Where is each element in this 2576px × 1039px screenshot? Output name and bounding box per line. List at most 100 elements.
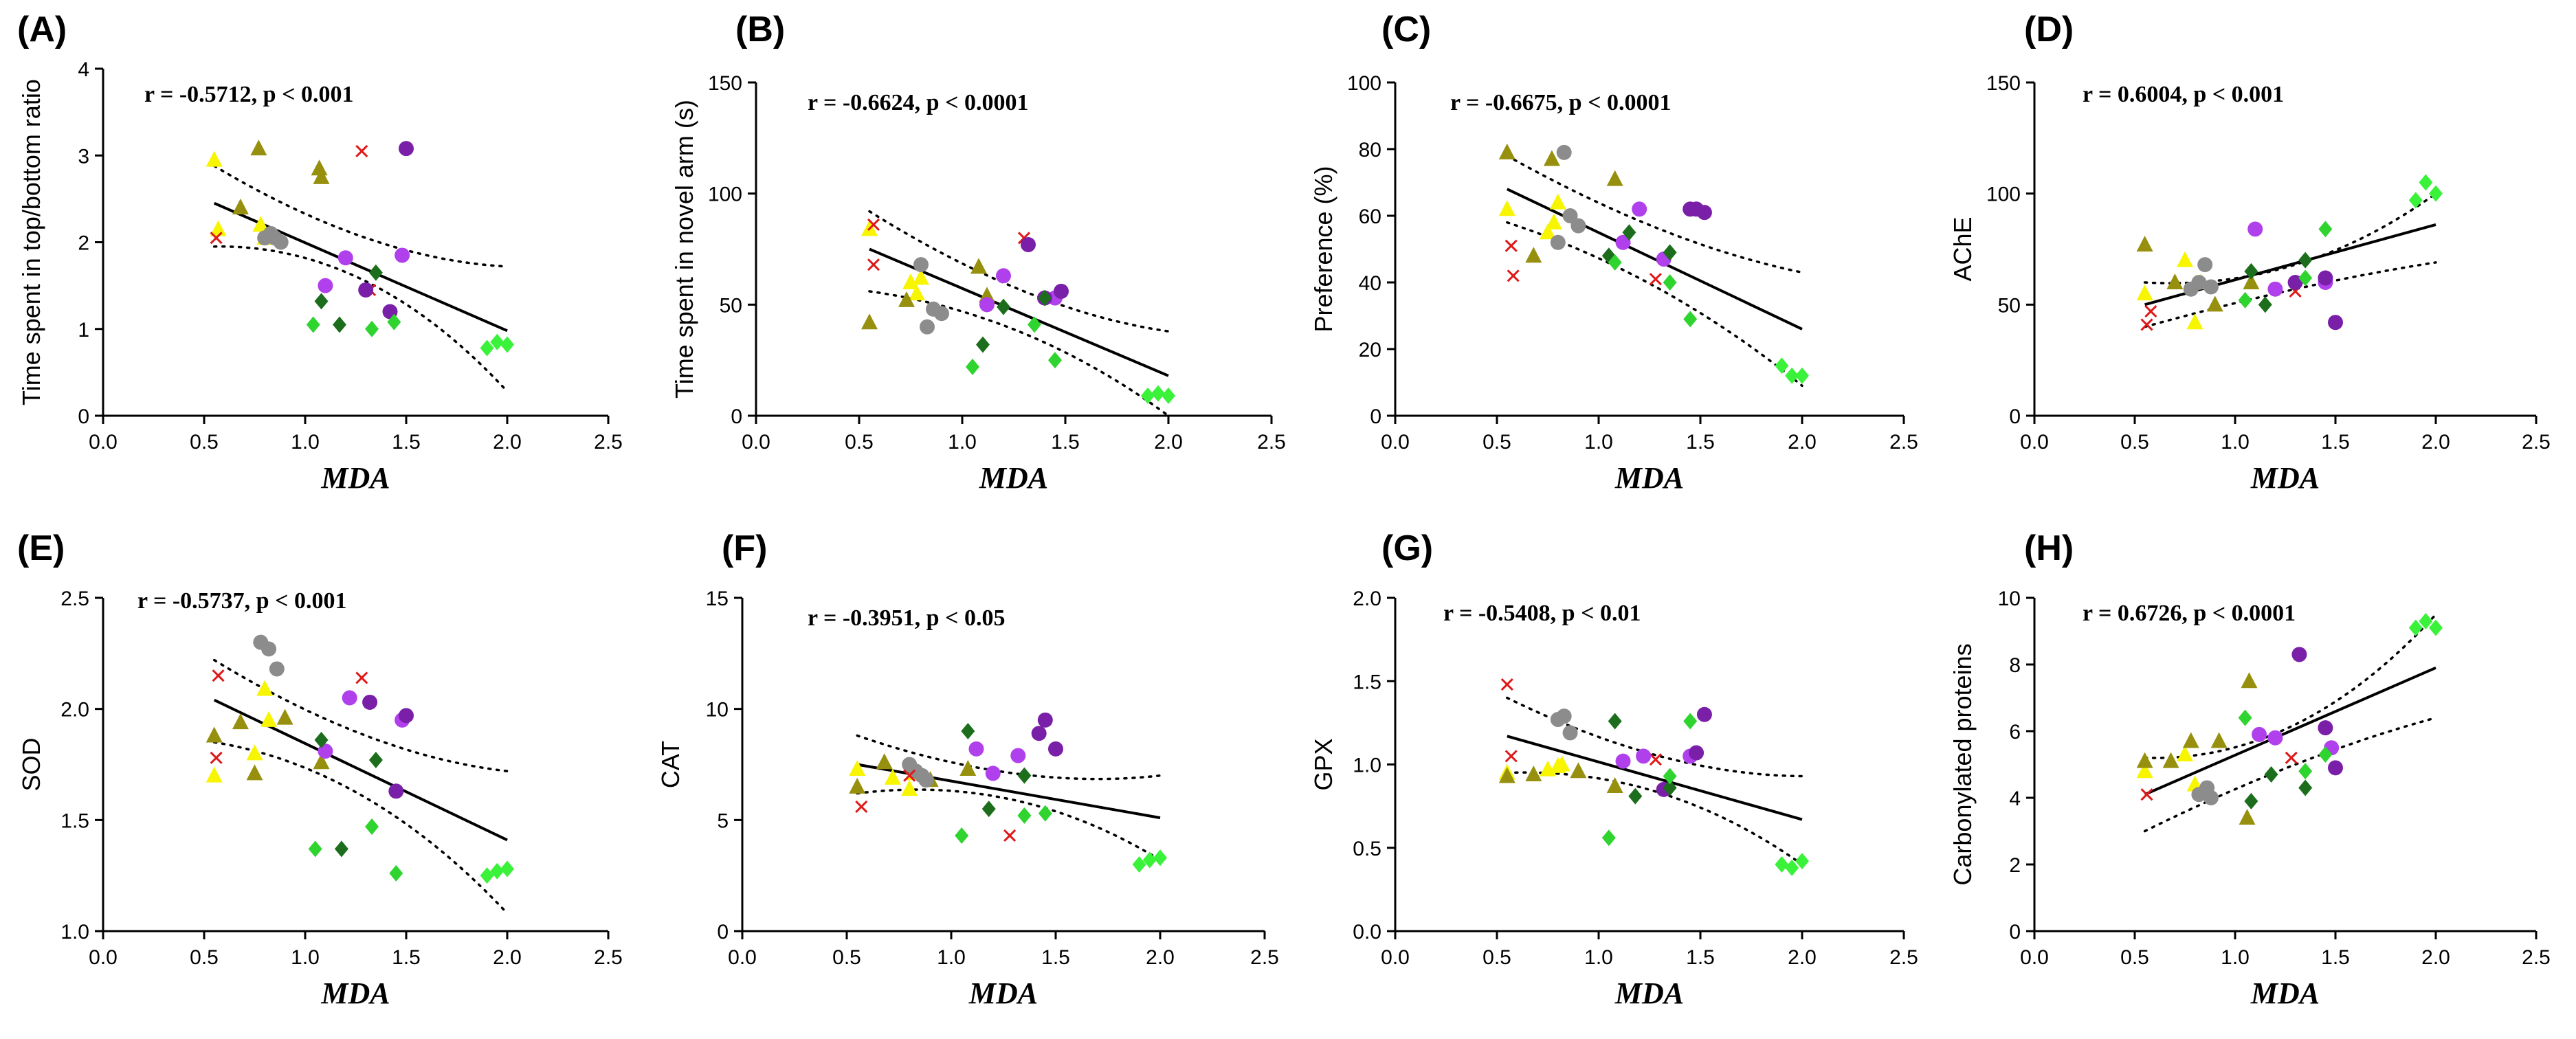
data-point-darkgreen — [1038, 289, 1052, 306]
data-point-yellow — [902, 273, 919, 289]
x-tick-label: 1.5 — [2321, 946, 2350, 969]
data-point-lime — [2408, 192, 2423, 209]
y-axis-label: Time spent in top/bottom ratio — [17, 79, 45, 405]
x-tick-label: 2.0 — [493, 431, 522, 454]
x-tick-label: 2.0 — [1788, 946, 1817, 969]
y-tick-label: 80 — [1359, 139, 1381, 161]
y-tick-label: 2.0 — [60, 699, 89, 722]
data-point-darkgreen — [368, 264, 383, 281]
y-tick-label: 10 — [1998, 588, 2021, 610]
data-point-gray — [2203, 279, 2219, 295]
data-point-purple — [1696, 706, 1712, 722]
data-point-darkgreen — [1663, 779, 1677, 796]
y-tick-label: 1.0 — [1353, 755, 1381, 777]
data-point-yellow — [2136, 762, 2153, 779]
x-tick-label: 1.0 — [1584, 946, 1613, 969]
data-point-green — [1048, 352, 1062, 369]
data-point-olive — [232, 713, 249, 730]
data-point-green — [2238, 709, 2252, 726]
data-point-green — [1683, 311, 1698, 328]
panel-letter: (D) — [2024, 10, 2074, 49]
panel-h: (H) 0.0 0.5 1.0 1.5 2.0 2.5 0 2 4 6 8 10 MDA Carbonyla… — [1948, 528, 2551, 1010]
x-axis-label: MDA — [968, 976, 1038, 1010]
correlation-stat: r = -0.6675, p < 0.0001 — [1450, 90, 1671, 115]
data-point-darkgreen — [2298, 252, 2313, 269]
data-point-yellow — [210, 220, 227, 236]
data-point-magenta — [395, 247, 410, 263]
x-tick-label: 2.0 — [1788, 431, 1817, 454]
data-point-lime — [1775, 856, 1789, 873]
correlation-stat: r = -0.5712, p < 0.001 — [144, 82, 353, 107]
y-axis-label: Carbonylated proteins — [1948, 643, 1977, 885]
x-tick-label: 1.0 — [937, 946, 966, 969]
data-point-purple — [1696, 205, 1712, 221]
data-point-lime — [1151, 385, 1165, 402]
x-tick-label: 0.0 — [728, 946, 757, 969]
data-point-green — [306, 316, 320, 333]
x-tick-label: 2.5 — [2522, 946, 2551, 969]
data-point-olive — [1570, 762, 1587, 779]
x-tick-label: 0.0 — [2020, 431, 2049, 454]
data-point-lime — [2419, 174, 2433, 191]
data-point-purple — [1689, 745, 1705, 761]
data-point-olive — [1543, 150, 1560, 166]
data-point-red — [2144, 304, 2157, 318]
x-axis-label: MDA — [2250, 461, 2320, 495]
regression-line — [2144, 667, 2436, 796]
x-tick-label: 0.5 — [1483, 946, 1511, 969]
data-point-darkgreen — [997, 298, 1010, 315]
x-tick-label: 1.0 — [1584, 431, 1613, 454]
ci-upper-band — [212, 658, 509, 772]
data-point-yellow — [260, 711, 278, 727]
data-point-olive — [1606, 170, 1623, 186]
data-point-gray — [934, 306, 949, 322]
data-point-lime — [2429, 619, 2443, 636]
data-point-magenta — [1615, 753, 1631, 769]
y-tick-label: 0 — [731, 405, 742, 428]
data-point-darkgreen — [1628, 787, 1643, 805]
data-point-darkgreen — [981, 801, 996, 818]
data-point-gray — [2203, 790, 2219, 805]
data-point-green — [389, 864, 403, 882]
x-tick-label: 2.0 — [2421, 431, 2450, 454]
data-point-olive — [876, 753, 893, 770]
data-point-lime — [2408, 619, 2423, 636]
x-tick-label: 0.0 — [89, 431, 118, 454]
data-point-olive — [2136, 752, 2153, 768]
data-point-yellow — [252, 216, 269, 232]
data-point-gray — [1562, 725, 1578, 741]
data-point-green — [1608, 254, 1622, 271]
data-point-green — [966, 358, 979, 375]
data-point-purple — [2291, 647, 2307, 662]
correlation-stat: r = 0.6004, p < 0.001 — [2083, 82, 2284, 107]
panel-letter: (F) — [722, 528, 767, 568]
y-tick-label: 0 — [2009, 405, 2021, 428]
correlation-stat: r = -0.3951, p < 0.05 — [808, 605, 1005, 631]
y-tick-label: 0.5 — [1353, 838, 1381, 860]
x-tick-label: 0.5 — [2120, 946, 2149, 969]
x-tick-label: 2.5 — [1889, 431, 1918, 454]
data-point-purple — [1021, 237, 1036, 253]
data-point-lime — [1775, 357, 1789, 375]
data-point-red — [1649, 273, 1662, 286]
data-point-gray — [273, 234, 289, 250]
y-tick-label: 150 — [1986, 72, 2021, 95]
x-tick-label: 1.5 — [1686, 946, 1715, 969]
x-axis-label: MDA — [979, 461, 1048, 495]
y-tick-label: 0.0 — [1353, 921, 1381, 943]
x-tick-label: 1.5 — [392, 431, 421, 454]
data-point-gray — [261, 641, 277, 657]
x-axis-label: MDA — [2250, 976, 2320, 1010]
data-point-olive — [246, 764, 263, 781]
ci-upper-band — [1506, 154, 1803, 274]
x-tick-label: 1.5 — [1686, 431, 1715, 454]
data-point-olive — [898, 291, 915, 307]
x-tick-label: 1.0 — [2221, 431, 2250, 454]
y-axis-label: SOD — [17, 737, 45, 791]
x-tick-label: 2.5 — [2522, 431, 2551, 454]
x-tick-label: 2.0 — [493, 946, 522, 969]
x-tick-label: 1.0 — [291, 431, 320, 454]
data-point-magenta — [1615, 234, 1631, 250]
data-point-red — [2285, 751, 2298, 764]
correlation-stat: r = 0.6726, p < 0.0001 — [2083, 601, 2296, 626]
